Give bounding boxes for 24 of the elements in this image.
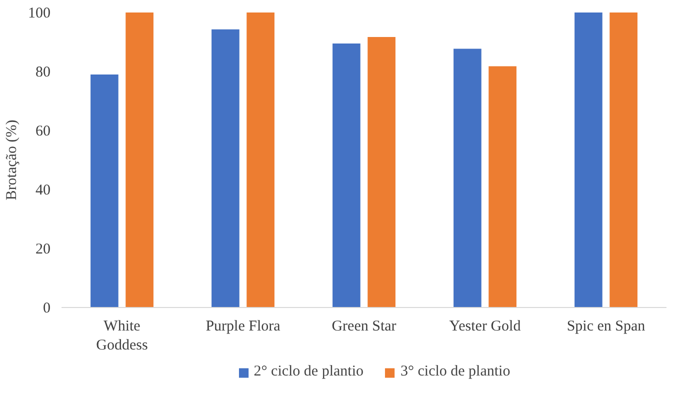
x-tick-label: Spic en Span <box>566 318 646 334</box>
legend-label: 3° ciclo de plantio <box>400 364 510 380</box>
bar <box>246 12 274 308</box>
y-tick-label: 40 <box>36 182 50 198</box>
legend-label: 2° ciclo de plantio <box>254 364 364 380</box>
bar <box>90 74 118 308</box>
bar <box>332 43 360 308</box>
x-tick-label: Green Star <box>332 318 396 334</box>
bar <box>368 36 396 308</box>
bar <box>454 48 482 308</box>
x-tick-label: White Goddess <box>96 318 148 354</box>
bar <box>126 12 154 308</box>
bar <box>212 29 240 308</box>
bar <box>488 66 516 308</box>
bar <box>574 12 602 308</box>
x-tick-label: Yester Gold <box>449 318 522 334</box>
y-tick-label: 80 <box>36 64 50 80</box>
y-tick-label: 20 <box>36 242 50 258</box>
y-axis-title: Brotação (%) <box>4 120 20 200</box>
x-tick-label: Purple Flora <box>206 318 281 334</box>
y-tick-label: 0 <box>43 300 50 316</box>
bar <box>610 12 638 308</box>
y-tick-label: 60 <box>36 124 50 140</box>
y-tick-label: 100 <box>28 6 50 22</box>
